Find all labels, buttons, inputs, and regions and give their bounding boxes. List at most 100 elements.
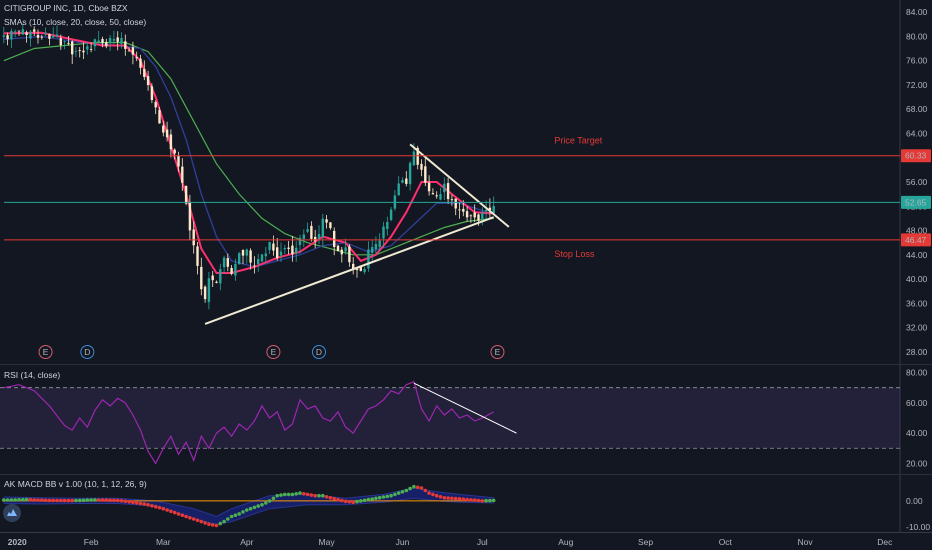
event-marker-label: E: [43, 347, 49, 357]
macd-dot: [450, 496, 454, 501]
candle-body: [420, 163, 423, 170]
sma-indicator-label[interactable]: SMAs (10, close, 20, close, 50, close): [4, 17, 146, 27]
candle-body: [283, 248, 286, 250]
candle-body: [234, 263, 237, 276]
rsi-panel[interactable]: 80.00 60.00 40.00 20.00: [0, 368, 928, 469]
candle-body: [314, 237, 317, 242]
rsi-trendline[interactable]: [413, 382, 517, 434]
macd-indicator-label[interactable]: AK MACD BB v 1.00 (10, 1, 12, 26, 9): [4, 479, 147, 489]
macd-dot: [169, 509, 173, 514]
candle-body: [33, 29, 36, 32]
legend-area: CITIGROUP INC, 1D, Cboe BZX SMAs (10, cl…: [4, 3, 147, 489]
price-axis-tick-label: 68.00: [906, 104, 928, 114]
candle-body: [268, 242, 271, 251]
macd-dot: [5, 498, 10, 502]
candle-body: [257, 259, 260, 265]
candle-body: [86, 46, 89, 50]
macd-dot: [17, 498, 21, 502]
macd-dot: [248, 506, 253, 511]
price-target-axis-label: 60.33: [905, 151, 927, 161]
candle-body: [154, 102, 157, 108]
macd-dot: [199, 519, 204, 524]
candle-body: [367, 249, 370, 269]
time-axis-tick-label: Aug: [558, 537, 573, 547]
tradingview-logo[interactable]: [3, 504, 21, 522]
rsi-indicator-label[interactable]: RSI (14, close): [4, 370, 60, 380]
macd-dot: [218, 521, 223, 526]
macd-dot: [119, 499, 124, 503]
candle-body: [378, 240, 381, 248]
time-axis[interactable]: 2020 Feb Mar Apr May Jun Jul Aug Sep Oct Nov Dec: [8, 537, 893, 547]
time-axis-tick-label: Jul: [477, 537, 488, 547]
event-marker-icon[interactable]: [38, 345, 53, 359]
event-marker-label: E: [495, 347, 501, 357]
macd-bollinger-fill: [3, 488, 494, 525]
price-axis-tick-label: 28.00: [906, 347, 928, 357]
candle-body: [238, 253, 241, 265]
macd-dot: [157, 505, 162, 510]
price-panel[interactable]: 84.0080.0076.0072.0068.0064.0060.0056.00…: [2, 7, 931, 359]
macd-dot: [453, 496, 458, 501]
sma50-line: [3, 41, 494, 256]
macd-axis-tick-label: -10.00: [906, 522, 930, 532]
candle-body: [241, 250, 245, 256]
macd-dot: [77, 498, 82, 503]
candle-body: [74, 50, 78, 52]
candle-body: [473, 212, 476, 218]
candle-body: [2, 35, 5, 37]
macd-dot: [328, 496, 333, 500]
candle-body: [454, 198, 457, 209]
macd-dot: [374, 496, 378, 501]
macd-dot: [222, 519, 226, 524]
macd-dot: [40, 498, 44, 502]
candle-body: [435, 195, 438, 197]
candle-body: [97, 40, 100, 43]
event-marker-icon[interactable]: [266, 345, 281, 359]
macd-dot: [131, 500, 135, 505]
macd-dot: [412, 484, 416, 489]
stop-loss-axis-label: 46.47: [905, 235, 927, 245]
stop-loss-annotation[interactable]: Stop Loss: [554, 249, 595, 259]
macd-dot: [275, 493, 280, 498]
trendline-resistance[interactable]: [409, 143, 510, 228]
macd-dot: [446, 496, 450, 500]
event-marker-icon[interactable]: [490, 345, 505, 359]
price-target-annotation[interactable]: Price Target: [554, 136, 602, 146]
macd-dot: [241, 510, 245, 514]
macd-dot: [184, 514, 188, 519]
macd-dot: [415, 485, 420, 490]
macd-dot: [321, 493, 325, 498]
macd-dot: [267, 499, 272, 503]
macd-dot: [176, 512, 181, 516]
candle-body: [10, 30, 13, 40]
candle-body: [321, 218, 324, 238]
candle-body: [93, 39, 97, 47]
macd-dot: [108, 498, 112, 503]
macd-dot: [480, 499, 485, 503]
macd-panel[interactable]: 0.00 -10.00: [2, 484, 930, 532]
event-marker-label: E: [271, 347, 277, 357]
price-axis-tick-label: 48.00: [906, 226, 928, 236]
time-axis-tick-label: Apr: [240, 537, 253, 547]
trendline-support[interactable]: [204, 216, 495, 325]
macd-dot: [256, 504, 261, 508]
stop-loss-axis-badge: [901, 233, 931, 247]
candle-body: [295, 247, 298, 254]
candle-body: [48, 34, 51, 39]
candle-body: [17, 30, 21, 32]
price-axis-tick-label: 40.00: [906, 274, 928, 284]
candle-body: [177, 155, 180, 167]
price-axis-tick-label: 84.00: [906, 7, 928, 17]
event-marker-icon[interactable]: [311, 345, 326, 359]
macd-dot: [408, 486, 412, 491]
event-marker-icon[interactable]: [80, 345, 95, 359]
last-price-axis-badge: [901, 195, 931, 209]
candle-body: [181, 166, 184, 183]
macd-dot: [104, 498, 109, 502]
macd-dot: [290, 492, 295, 497]
macd-dot: [93, 498, 97, 502]
price-chart-title[interactable]: CITIGROUP INC, 1D, Cboe BZX: [4, 3, 128, 13]
macd-dot: [66, 498, 71, 503]
macd-dot: [172, 510, 177, 515]
